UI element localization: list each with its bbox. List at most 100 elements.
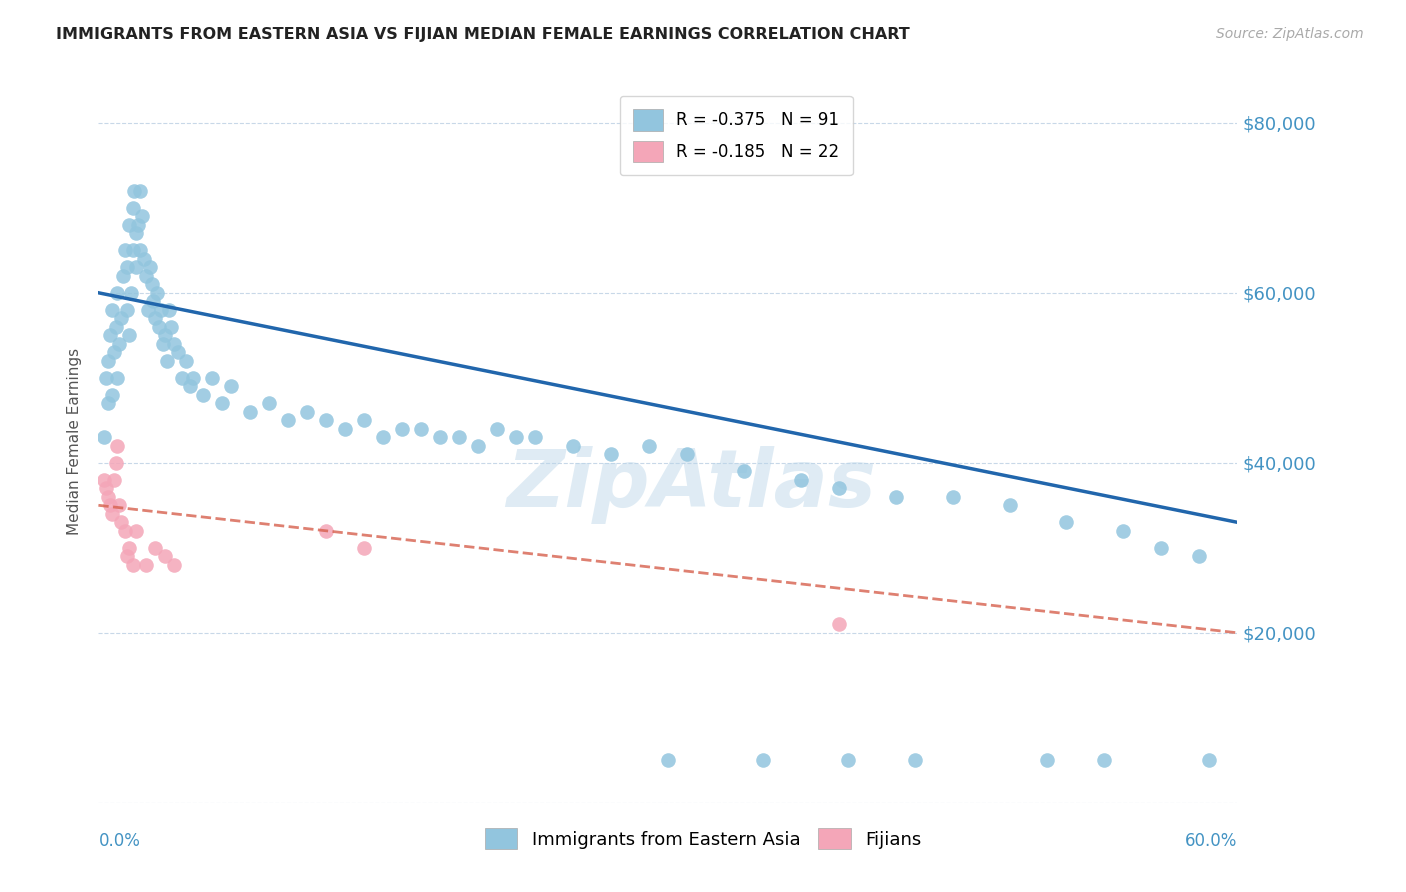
Point: [118, 218, 141, 232]
Point: [259, 396, 281, 410]
Point: [114, 244, 136, 258]
Point: [174, 353, 197, 368]
Point: [429, 430, 451, 444]
Point: [100, 388, 122, 402]
Point: [733, 464, 755, 478]
Point: [1094, 753, 1116, 767]
Point: [103, 473, 125, 487]
Point: [148, 319, 170, 334]
Text: Source: ZipAtlas.com: Source: ZipAtlas.com: [1216, 27, 1364, 41]
Point: [524, 430, 547, 444]
Point: [110, 516, 132, 530]
Point: [1198, 753, 1220, 767]
Point: [107, 285, 129, 300]
Point: [100, 302, 122, 317]
Point: [277, 413, 299, 427]
Point: [942, 490, 965, 504]
Point: [120, 285, 142, 300]
Point: [129, 184, 152, 198]
Point: [156, 353, 179, 368]
Point: [142, 294, 165, 309]
Point: [315, 413, 337, 427]
Point: [93, 473, 115, 487]
Point: [505, 430, 527, 444]
Point: [115, 302, 138, 317]
Point: [136, 302, 159, 317]
Point: [1036, 753, 1059, 767]
Point: [108, 498, 131, 512]
Point: [112, 268, 135, 283]
Point: [121, 244, 143, 258]
Point: [107, 439, 129, 453]
Point: [167, 345, 190, 359]
Point: [97, 490, 120, 504]
Point: [371, 430, 394, 444]
Point: [201, 371, 224, 385]
Text: IMMIGRANTS FROM EASTERN ASIA VS FIJIAN MEDIAN FEMALE EARNINGS CORRELATION CHART: IMMIGRANTS FROM EASTERN ASIA VS FIJIAN M…: [56, 27, 910, 42]
Point: [353, 413, 375, 427]
Point: [132, 252, 155, 266]
Point: [118, 541, 141, 555]
Point: [170, 371, 193, 385]
Point: [125, 524, 148, 538]
Point: [93, 430, 115, 444]
Point: [125, 260, 148, 275]
Point: [135, 268, 157, 283]
Text: 60.0%: 60.0%: [1185, 832, 1237, 850]
Point: [97, 396, 120, 410]
Point: [163, 558, 186, 572]
Point: [94, 371, 117, 385]
Point: [449, 430, 471, 444]
Point: [183, 371, 205, 385]
Point: [391, 422, 413, 436]
Point: [98, 328, 121, 343]
Point: [129, 244, 152, 258]
Point: [239, 405, 262, 419]
Point: [97, 353, 120, 368]
Legend: R = -0.375   N = 91, R = -0.185   N = 22: R = -0.375 N = 91, R = -0.185 N = 22: [620, 95, 853, 176]
Point: [98, 498, 121, 512]
Point: [152, 336, 174, 351]
Point: [145, 311, 167, 326]
Point: [467, 439, 489, 453]
Point: [221, 379, 243, 393]
Point: [828, 481, 851, 495]
Point: [114, 524, 136, 538]
Point: [211, 396, 233, 410]
Point: [121, 201, 143, 215]
Point: [657, 753, 679, 767]
Point: [1056, 516, 1078, 530]
Point: [790, 473, 813, 487]
Text: 0.0%: 0.0%: [98, 832, 141, 850]
Point: [157, 302, 180, 317]
Point: [115, 260, 138, 275]
Y-axis label: Median Female Earnings: Median Female Earnings: [67, 348, 83, 535]
Point: [1188, 549, 1211, 564]
Point: [315, 524, 337, 538]
Point: [179, 379, 201, 393]
Point: [100, 507, 122, 521]
Point: [998, 498, 1021, 512]
Point: [353, 541, 375, 555]
Point: [191, 388, 214, 402]
Point: [121, 558, 143, 572]
Point: [837, 753, 859, 767]
Point: [138, 260, 160, 275]
Point: [150, 302, 173, 317]
Point: [94, 481, 117, 495]
Point: [153, 549, 176, 564]
Point: [828, 617, 851, 632]
Point: [104, 456, 127, 470]
Point: [104, 319, 127, 334]
Point: [103, 345, 125, 359]
Point: [108, 336, 131, 351]
Point: [1112, 524, 1135, 538]
Point: [752, 753, 775, 767]
Point: [118, 328, 141, 343]
Point: [153, 328, 176, 343]
Point: [562, 439, 585, 453]
Point: [1150, 541, 1173, 555]
Point: [335, 422, 357, 436]
Point: [141, 277, 163, 292]
Point: [676, 447, 699, 461]
